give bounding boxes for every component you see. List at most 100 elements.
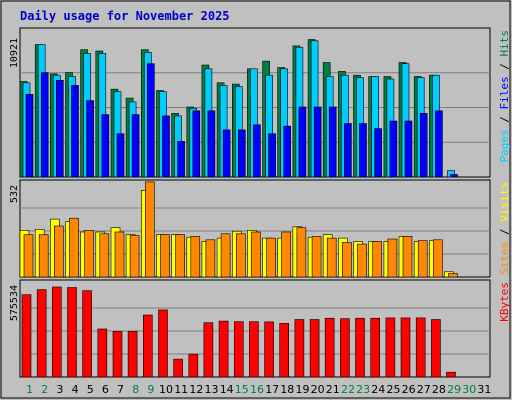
legend-item-visits: Visits bbox=[498, 182, 511, 222]
bar-hits-pages-day-9 bbox=[147, 63, 155, 178]
bar-hits-pages-day-18 bbox=[283, 125, 292, 178]
bar-kbytes-kbytes-day-8 bbox=[127, 331, 138, 378]
bar-visits-sites-day-4 bbox=[69, 217, 79, 278]
day-label: 10 bbox=[159, 383, 173, 396]
bar-kbytes-kbytes-day-22 bbox=[340, 318, 350, 378]
bar-hits-pages-day-20 bbox=[313, 106, 322, 178]
bar-visits-sites-day-14 bbox=[220, 233, 231, 278]
bar-visits-sites-day-28 bbox=[433, 239, 443, 278]
bar-kbytes-kbytes-day-18 bbox=[279, 323, 290, 378]
bar-kbytes-kbytes-day-25 bbox=[385, 317, 396, 378]
day-label: 24 bbox=[371, 383, 385, 396]
day-label: 21 bbox=[326, 383, 340, 396]
bar-kbytes-kbytes-day-26 bbox=[400, 317, 411, 378]
bar-hits-pages-day-6 bbox=[101, 114, 110, 178]
bar-hits-pages-day-7 bbox=[116, 133, 125, 178]
panel-hits: 10921 Pages / Files / Hits bbox=[9, 27, 511, 178]
bar-visits-sites-day-12 bbox=[190, 236, 201, 278]
bar-hits-pages-day-29 bbox=[450, 174, 458, 178]
bar-visits-sites-day-6 bbox=[99, 233, 110, 278]
bar-kbytes-kbytes-day-14 bbox=[218, 320, 229, 378]
day-label: 13 bbox=[205, 383, 219, 396]
bar-visits-sites-day-5 bbox=[84, 230, 94, 278]
legend-visits: Sites / Visits bbox=[498, 182, 511, 275]
panel-kbytes: 575534 KBytes bbox=[9, 279, 511, 378]
bar-kbytes-kbytes-day-9 bbox=[143, 314, 153, 378]
bar-visits-sites-day-1 bbox=[23, 234, 34, 278]
bar-kbytes-kbytes-day-15 bbox=[234, 321, 244, 378]
day-label: 9 bbox=[147, 383, 154, 396]
bar-visits-sites-day-3 bbox=[53, 225, 64, 278]
bar-hits-pages-day-17 bbox=[268, 133, 276, 178]
chart-title: Daily usage for November 2025 bbox=[20, 9, 230, 23]
bar-hits-pages-day-11 bbox=[177, 141, 185, 178]
bar-kbytes-kbytes-day-7 bbox=[112, 331, 123, 378]
bar-hits-pages-day-25 bbox=[389, 120, 398, 178]
day-label: 22 bbox=[341, 383, 355, 396]
bar-visits-sites-day-8 bbox=[129, 235, 140, 278]
bar-kbytes-kbytes-day-5 bbox=[82, 290, 92, 378]
legend-item-pages: Pages bbox=[498, 129, 511, 162]
bar-visits-sites-day-25 bbox=[387, 238, 398, 278]
bar-visits-sites-day-29 bbox=[448, 273, 458, 278]
bar-visits-sites-day-7 bbox=[114, 231, 125, 278]
bar-hits-pages-day-16 bbox=[253, 124, 261, 178]
bar-visits-sites-day-2 bbox=[38, 234, 49, 278]
bar-kbytes-kbytes-day-11 bbox=[173, 358, 183, 378]
bar-kbytes-kbytes-day-20 bbox=[309, 319, 320, 378]
bar-hits-pages-day-28 bbox=[435, 110, 443, 178]
day-label: 6 bbox=[102, 383, 109, 396]
bar-hits-pages-day-27 bbox=[419, 113, 428, 178]
bar-kbytes-kbytes-day-17 bbox=[264, 321, 274, 378]
bar-visits-sites-day-27 bbox=[417, 240, 428, 278]
axis-max-label-hits: 10921 bbox=[9, 38, 20, 68]
day-label: 20 bbox=[311, 383, 325, 396]
day-label: 30 bbox=[462, 383, 476, 396]
day-label: 8 bbox=[132, 383, 139, 396]
bar-hits-pages-day-22 bbox=[344, 123, 352, 178]
legend-item-files: Files bbox=[498, 76, 511, 109]
day-label: 28 bbox=[432, 383, 446, 396]
bar-hits-pages-day-24 bbox=[374, 128, 383, 178]
day-label: 12 bbox=[189, 383, 203, 396]
legend-hits: Pages / Files / Hits bbox=[498, 30, 511, 163]
day-label: 27 bbox=[417, 383, 431, 396]
day-label: 14 bbox=[220, 383, 234, 396]
bar-hits-pages-day-5 bbox=[86, 100, 94, 178]
axis-max-label-kbytes: 575534 bbox=[9, 285, 20, 321]
bar-hits-pages-day-4 bbox=[71, 85, 79, 178]
bar-hits-pages-day-13 bbox=[207, 110, 216, 178]
bar-kbytes-kbytes-day-10 bbox=[158, 309, 168, 378]
bar-kbytes-kbytes-day-6 bbox=[97, 328, 108, 378]
bar-hits-pages-day-1 bbox=[25, 94, 34, 178]
legend-item-hits: Hits bbox=[498, 30, 511, 57]
bar-visits-sites-day-15 bbox=[236, 233, 246, 278]
day-label: 26 bbox=[402, 383, 416, 396]
bar-hits-pages-day-19 bbox=[298, 106, 307, 178]
day-label: 1 bbox=[26, 383, 33, 396]
bar-visits-sites-day-22 bbox=[342, 242, 352, 278]
day-label: 3 bbox=[56, 383, 63, 396]
panel-visits: 532 Sites / Visits bbox=[9, 179, 511, 278]
bar-hits-pages-day-3 bbox=[55, 80, 64, 178]
bar-visits-sites-day-17 bbox=[266, 237, 276, 278]
day-label: 31 bbox=[477, 383, 491, 396]
day-label: 2 bbox=[41, 383, 48, 396]
bar-kbytes-kbytes-day-28 bbox=[431, 319, 441, 378]
day-label: 4 bbox=[72, 383, 79, 396]
bar-visits-sites-day-20 bbox=[311, 236, 322, 278]
bar-hits-pages-day-12 bbox=[192, 110, 201, 178]
bar-visits-sites-day-9 bbox=[145, 181, 155, 278]
bar-kbytes-kbytes-day-3 bbox=[51, 286, 62, 378]
legend-item-kbytes: KBytes bbox=[498, 282, 511, 322]
bar-hits-pages-day-2 bbox=[40, 72, 49, 178]
bar-visits-sites-day-18 bbox=[281, 231, 292, 278]
bar-kbytes-kbytes-day-1 bbox=[21, 294, 32, 378]
day-label: 25 bbox=[387, 383, 401, 396]
bar-visits-sites-day-26 bbox=[402, 236, 413, 278]
bar-visits-sites-day-21 bbox=[326, 237, 337, 278]
legend-item-sites: Sites bbox=[498, 242, 511, 275]
bar-hits-pages-day-26 bbox=[404, 120, 413, 178]
bar-hits-pages-day-23 bbox=[359, 123, 367, 178]
